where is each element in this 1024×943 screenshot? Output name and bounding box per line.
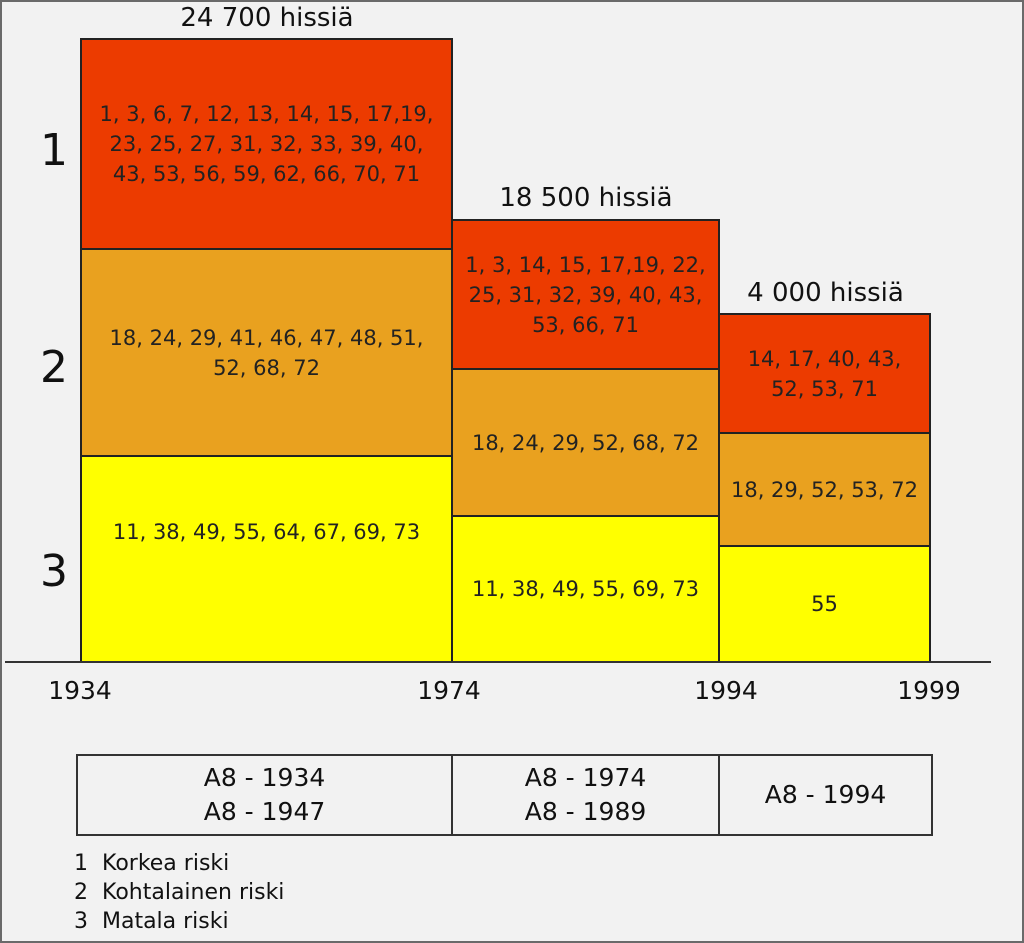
risk-level-2: 2 — [40, 342, 68, 393]
risk-level-3: 3 — [40, 546, 68, 597]
block-1974-medium-risk: 18, 24, 29, 52, 68, 72 — [451, 368, 720, 517]
standard-box-1994: A8 - 1994 — [718, 754, 933, 836]
standard-box-1934: A8 - 1934 A8 - 1947 — [76, 754, 453, 836]
block-1994-medium-risk: 18, 29, 52, 53, 72 — [718, 432, 931, 547]
block-1994-high-risk: 14, 17, 40, 43, 52, 53, 71 — [718, 313, 931, 434]
block-1934-low-risk: 11, 38, 49, 55, 64, 67, 69, 73 — [80, 455, 453, 663]
total-label-1974: 18 500 hissiä — [499, 183, 673, 213]
time-axis — [5, 661, 991, 663]
legend-item-low-risk: 3 Matala riski — [74, 909, 229, 934]
year-label-1934: 1934 — [48, 676, 112, 705]
legend-item-medium-risk: 2 Kohtalainen riski — [74, 880, 285, 905]
year-label-1994: 1994 — [694, 676, 758, 705]
total-label-1934: 24 700 hissiä — [180, 3, 354, 33]
block-1974-low-risk: 11, 38, 49, 55, 69, 73 — [451, 515, 720, 663]
block-1934-high-risk: 1, 3, 6, 7, 12, 13, 14, 15, 17,19, 23, 2… — [80, 38, 453, 250]
legend-item-high-risk: 1 Korkea riski — [74, 851, 230, 876]
risk-level-1: 1 — [40, 125, 68, 176]
block-1994-low-risk: 55 — [718, 545, 931, 663]
year-label-1974: 1974 — [417, 676, 481, 705]
block-1974-high-risk: 1, 3, 14, 15, 17,19, 22, 25, 31, 32, 39,… — [451, 219, 720, 370]
block-1934-medium-risk: 18, 24, 29, 41, 46, 47, 48, 51, 52, 68, … — [80, 248, 453, 457]
total-label-1994: 4 000 hissiä — [747, 278, 904, 308]
standard-box-1974: A8 - 1974 A8 - 1989 — [451, 754, 720, 836]
year-label-1999: 1999 — [897, 676, 961, 705]
